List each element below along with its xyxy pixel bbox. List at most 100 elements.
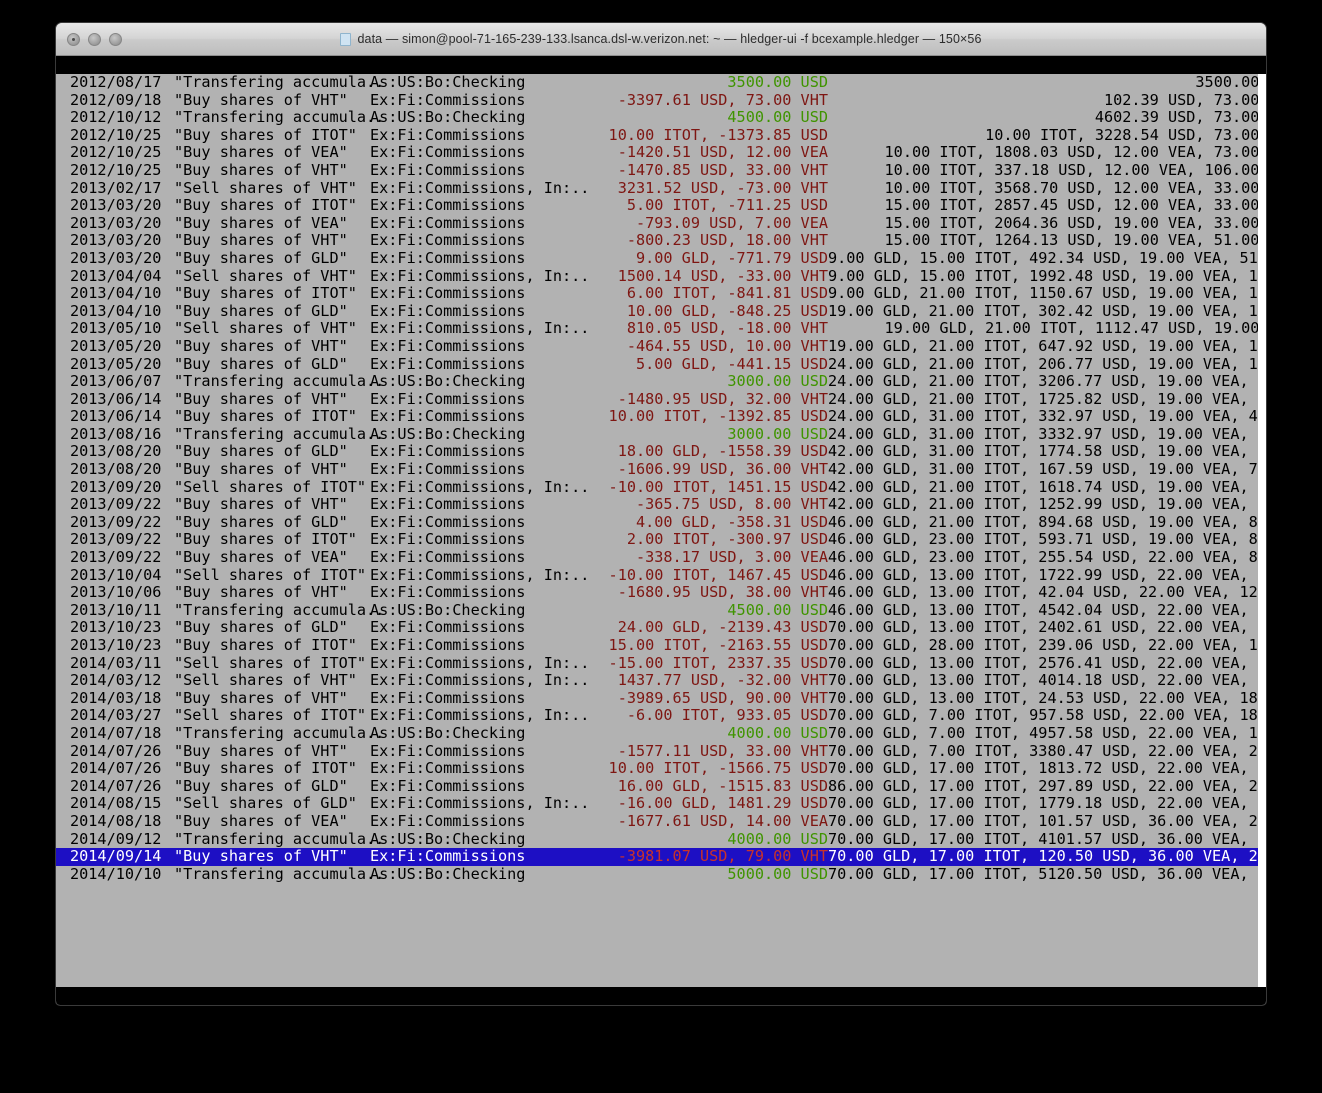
row-date: 2014/07/18	[70, 723, 162, 742]
row-balance: 9.00 GLD, 15.00 ITOT, 492.34 USD, 19.00 …	[828, 248, 1266, 267]
row-date: 2013/04/04	[70, 266, 162, 285]
row-description: "Buy shares of VEA"	[174, 548, 348, 567]
transaction-rows[interactable]: 2012/08/17 "Transfering accumula..As:US:B…	[56, 74, 1266, 883]
table-row[interactable]: 2013/10/23 "Buy shares of GLD" Ex:Fi:Commi…	[56, 619, 1266, 637]
vertical-scrollbar[interactable]	[1258, 74, 1266, 987]
table-row[interactable]: 2013/02/17 "Sell shares of VHT" Ex:Fi:Comm…	[56, 178, 1266, 198]
table-row[interactable]: 2012/10/25 "Buy shares of VHT" Ex:Fi:Commi…	[56, 160, 1266, 180]
row-account: Ex:Fi:Commissions	[370, 354, 526, 373]
row-description: "Buy shares of VHT"	[174, 160, 348, 179]
table-row[interactable]: 2013/05/20 "Buy shares of VHT" Ex:Fi:Commi…	[56, 337, 1266, 356]
row-balance: 24.00 GLD, 31.00 ITOT, 332.97 USD, 19.00…	[828, 407, 1266, 426]
hledger-footer-bar[interactable]: ──────────────────── left:back C:cleared…	[56, 987, 1266, 1005]
zoom-button[interactable]	[109, 32, 122, 46]
row-description: "Buy shares of GLD"	[174, 776, 348, 795]
row-date: 2013/03/20	[70, 248, 162, 267]
row-balance: 86.00 GLD, 17.00 ITOT, 297.89 USD, 22.00…	[828, 776, 1266, 795]
row-date: 2014/07/26	[70, 759, 162, 778]
terminal-screen[interactable]: ────────────────────────────────────────…	[56, 56, 1266, 1005]
row-amount: -6.00 ITOT, 933.05 USD	[626, 706, 828, 725]
table-row[interactable]: 2013/09/22 "Buy shares of ITOT" Ex:Fi:Comm…	[56, 531, 1266, 549]
row-date: 2014/03/27	[70, 706, 162, 725]
table-row[interactable]: 2013/10/06 "Buy shares of VHT" Ex:Fi:Commi…	[56, 584, 1266, 602]
table-row[interactable]: 2013/08/16 "Transfering accumula..As:US:B…	[56, 425, 1266, 444]
table-row[interactable]: 2014/07/26 "Buy shares of VHT" Ex:Fi:Commi…	[56, 742, 1266, 761]
table-row[interactable]: 2014/09/14 "Buy shares of VHT" Ex:Fi:Commi…	[56, 848, 1266, 866]
table-row[interactable]: 2014/10/10 "Transfering accumula..As:US:B…	[56, 864, 1266, 884]
row-account: Ex:Fi:Commissions	[370, 407, 526, 426]
table-row[interactable]: 2013/04/10 "Buy shares of GLD" Ex:Fi:Commi…	[56, 301, 1266, 321]
row-date: 2013/06/07	[70, 372, 162, 391]
table-row[interactable]: 2012/10/25 "Buy shares of VEA" Ex:Fi:Commi…	[56, 144, 1266, 162]
row-balance: 70.00 GLD, 17.00 ITOT, 5120.50 USD, 36.0…	[828, 864, 1266, 883]
table-row[interactable]: 2013/09/20 "Sell shares of ITOT" Ex:Fi:Com…	[56, 478, 1266, 497]
row-amount: -16.00 GLD, 1481.29 USD	[617, 794, 828, 813]
row-amount: -1420.51 USD, 12.00 VEA	[617, 143, 828, 162]
table-row[interactable]: 2014/03/18 "Buy shares of VHT" Ex:Fi:Commi…	[56, 689, 1266, 708]
table-row[interactable]: 2012/08/17 "Transfering accumula..As:US:B…	[56, 74, 1266, 92]
row-balance: 10.00 ITOT, 1808.03 USD, 12.00 VEA, 73.0…	[884, 143, 1266, 162]
table-row[interactable]: 2013/10/11 "Transfering accumula..As:US:B…	[56, 601, 1266, 620]
row-account: Ex:Fi:Commissions	[370, 548, 526, 567]
table-row[interactable]: 2013/06/07 "Transfering accumula..As:US:B…	[56, 372, 1266, 391]
row-amount: -1680.95 USD, 38.00 VHT	[617, 583, 828, 602]
row-amount: 10.00 GLD, -848.25 USD	[626, 301, 828, 320]
row-amount: -1606.99 USD, 36.00 VHT	[617, 460, 828, 479]
table-row[interactable]: 2013/09/22 "Buy shares of GLD" Ex:Fi:Commi…	[56, 512, 1266, 532]
table-row[interactable]: 2014/08/15 "Sell shares of GLD" Ex:Fi:Comm…	[56, 795, 1266, 813]
row-account: Ex:Fi:Commissions, In:..	[370, 706, 590, 725]
row-account: Ex:Fi:Commissions	[370, 284, 526, 303]
table-row[interactable]: 2014/03/11 "Sell shares of ITOT" Ex:Fi:Com…	[56, 654, 1266, 673]
table-row[interactable]: 2014/09/12 "Transfering accumula..As:US:B…	[56, 829, 1266, 849]
row-date: 2013/02/17	[70, 178, 162, 197]
table-row[interactable]: 2012/10/25 "Buy shares of ITOT" Ex:Fi:Comm…	[56, 125, 1266, 145]
table-row[interactable]: 2013/05/20 "Buy shares of GLD" Ex:Fi:Commi…	[56, 354, 1266, 374]
table-row[interactable]: 2013/04/10 "Buy shares of ITOT" Ex:Fi:Comm…	[56, 285, 1266, 303]
row-description: "Transfering accumula..	[174, 829, 385, 848]
table-row[interactable]: 2013/03/20 "Buy shares of ITOT" Ex:Fi:Comm…	[56, 197, 1266, 215]
row-description: "Buy shares of GLD"	[174, 618, 348, 637]
row-account: Ex:Fi:Commissions	[370, 460, 526, 479]
row-amount: 3231.52 USD, -73.00 VHT	[617, 178, 828, 197]
table-row[interactable]: 2014/08/18 "Buy shares of VEA" Ex:Fi:Commi…	[56, 811, 1266, 831]
table-row[interactable]: 2013/04/04 "Sell shares of VHT" Ex:Fi:Comm…	[56, 266, 1266, 286]
table-row[interactable]: 2014/07/26 "Buy shares of GLD" Ex:Fi:Commi…	[56, 776, 1266, 796]
window-controls[interactable]	[67, 23, 122, 55]
table-row[interactable]: 2012/10/12 "Transfering accumula..As:US:B…	[56, 109, 1266, 127]
table-row[interactable]: 2014/03/27 "Sell shares of ITOT" Ex:Fi:Com…	[56, 707, 1266, 725]
table-row[interactable]: 2012/09/18 "Buy shares of VHT" Ex:Fi:Commi…	[56, 91, 1266, 110]
table-row[interactable]: 2013/08/20 "Buy shares of VHT" Ex:Fi:Commi…	[56, 460, 1266, 479]
table-row[interactable]: 2013/09/22 "Buy shares of VHT" Ex:Fi:Commi…	[56, 496, 1266, 514]
table-row[interactable]: 2013/03/20 "Buy shares of GLD" Ex:Fi:Commi…	[56, 248, 1266, 268]
scrollbar-thumb[interactable]	[1258, 74, 1266, 987]
transactions-list[interactable]: 2012/08/17 "Transfering accumula..As:US:B…	[56, 74, 1266, 987]
table-row[interactable]: 2013/06/14 "Buy shares of ITOT" Ex:Fi:Comm…	[56, 408, 1266, 426]
row-account: Ex:Fi:Commissions	[370, 512, 526, 531]
minimize-button[interactable]	[88, 32, 101, 46]
table-row[interactable]: 2014/03/12 "Sell shares of VHT" Ex:Fi:Comm…	[56, 672, 1266, 690]
table-row[interactable]: 2013/03/20 "Buy shares of VEA" Ex:Fi:Commi…	[56, 214, 1266, 233]
table-row[interactable]: 2013/10/23 "Buy shares of ITOT" Ex:Fi:Comm…	[56, 636, 1266, 655]
row-balance: 42.00 GLD, 21.00 ITOT, 1252.99 USD, 19.0…	[828, 495, 1266, 514]
close-button[interactable]	[67, 32, 80, 46]
row-amount: -1677.61 USD, 14.00 VEA	[617, 811, 828, 830]
row-account: Ex:Fi:Commissions	[370, 759, 526, 778]
table-row[interactable]: 2014/07/18 "Transfering accumula..As:US:B…	[56, 723, 1266, 743]
table-row[interactable]: 2013/08/20 "Buy shares of GLD" Ex:Fi:Commi…	[56, 443, 1266, 461]
window-titlebar[interactable]: data — simon@pool-71-165-239-133.lsanca.…	[56, 23, 1266, 56]
table-row[interactable]: 2013/03/20 "Buy shares of VHT" Ex:Fi:Commi…	[56, 232, 1266, 250]
table-row[interactable]: 2013/05/10 "Sell shares of VHT" Ex:Fi:Comm…	[56, 320, 1266, 338]
row-amount: 15.00 ITOT, -2163.55 USD	[608, 636, 828, 654]
row-description: "Buy shares of ITOT"	[174, 284, 357, 303]
table-row[interactable]: 2013/10/04 "Sell shares of ITOT" Ex:Fi:Com…	[56, 566, 1266, 585]
row-date: 2012/08/17	[70, 74, 162, 91]
row-balance: 70.00 GLD, 7.00 ITOT, 957.58 USD, 22.00 …	[828, 706, 1266, 725]
table-row[interactable]: 2013/06/14 "Buy shares of VHT" Ex:Fi:Commi…	[56, 390, 1266, 409]
row-date: 2012/10/25	[70, 125, 162, 144]
row-balance: 4602.39 USD, 73.00 VHT	[1094, 108, 1260, 127]
table-row[interactable]: 2013/09/22 "Buy shares of VEA" Ex:Fi:Commi…	[56, 548, 1266, 567]
row-description: "Buy shares of VEA"	[174, 143, 348, 162]
table-row[interactable]: 2014/07/26 "Buy shares of ITOT" Ex:Fi:Comm…	[56, 760, 1266, 778]
row-date: 2014/03/12	[70, 671, 162, 690]
row-account: Ex:Fi:Commissions	[370, 636, 526, 654]
